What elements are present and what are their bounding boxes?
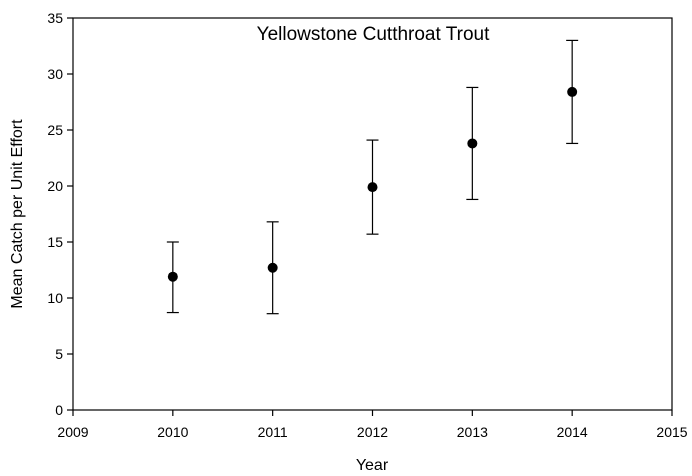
y-tick-label: 35 [47,10,63,26]
data-point [267,262,278,273]
data-point [167,271,178,282]
data-series [166,39,579,315]
x-tick-label: 2010 [157,424,188,440]
y-tick-label: 0 [55,402,63,418]
x-tick-label: 2013 [457,424,488,440]
y-tick-label: 10 [47,290,63,306]
data-point [467,138,478,149]
y-tick-label: 15 [47,234,63,250]
chart-title: Yellowstone Cutthroat Trout [257,24,490,45]
y-tick-label: 20 [47,178,63,194]
y-tick-label: 5 [55,346,63,362]
y-tick-label: 30 [47,66,63,82]
x-tick-label: 2009 [57,424,88,440]
x-tick-label: 2014 [557,424,588,440]
x-tick-label: 2012 [357,424,388,440]
y-axis: 0 5 10 15 20 25 30 35 [47,10,73,418]
data-point [367,182,378,193]
x-tick-label: 2015 [656,424,687,440]
x-axis: 2009 2010 2011 2012 2013 2014 2015 [57,410,688,440]
y-axis-title: Mean Catch per Unit Effort [9,119,26,309]
data-point [567,86,578,97]
x-axis-title: Year [356,457,389,474]
x-tick-label: 2011 [258,424,288,440]
y-tick-label: 25 [47,122,63,138]
